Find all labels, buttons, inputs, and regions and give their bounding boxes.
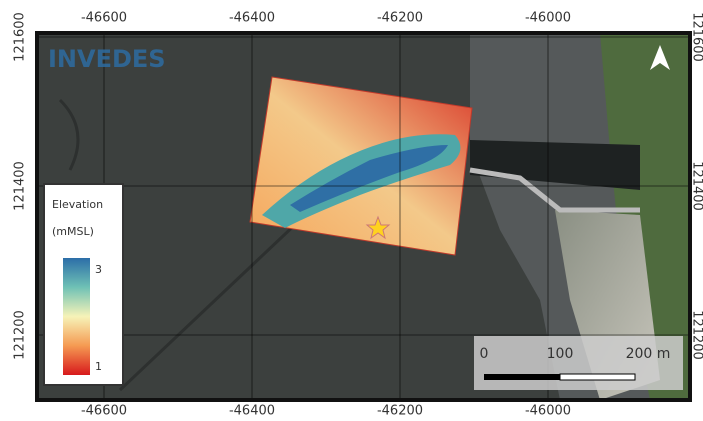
y-tick-label: 121400 (13, 161, 28, 211)
scale-label: 0 (480, 346, 489, 362)
map: INVEDES Elevation (mMSL) 3 1 0 100 200 m… (0, 0, 703, 421)
scale-bar-segment (560, 374, 635, 380)
x-tick-label: -46400 (229, 404, 275, 419)
x-tick-label: -46600 (81, 404, 127, 419)
y-tick-label: 121600 (690, 12, 703, 62)
scale-label: 100 (547, 346, 574, 362)
scale-label: 200 m (626, 346, 671, 362)
x-tick-label: -46600 (81, 11, 127, 26)
colorbar (63, 258, 90, 375)
y-tick-label: 121200 (690, 310, 703, 360)
legend-unit: (mMSL) (52, 225, 94, 238)
scale-bar-segment (484, 374, 560, 380)
x-tick-label: -46400 (229, 11, 275, 26)
y-tick-label: 121600 (13, 12, 28, 62)
legend-title: Elevation (52, 198, 103, 211)
x-tick-label: -46200 (377, 11, 423, 26)
logo: INVEDES (48, 45, 166, 73)
legend-min: 1 (95, 360, 102, 373)
y-tick-label: 121200 (13, 310, 28, 360)
x-tick-label: -46000 (525, 404, 571, 419)
y-tick-label: 121400 (690, 161, 703, 211)
x-tick-label: -46200 (377, 404, 423, 419)
legend-max: 3 (95, 263, 102, 276)
scale-bar-box (474, 336, 683, 390)
x-tick-label: -46000 (525, 11, 571, 26)
